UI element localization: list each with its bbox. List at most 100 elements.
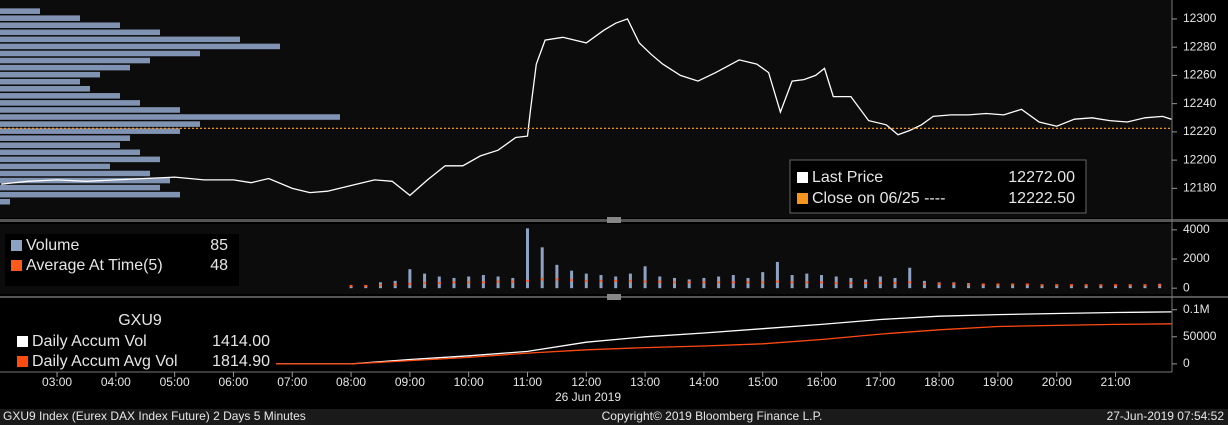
volume-bar <box>643 266 647 289</box>
average-dot <box>967 283 971 286</box>
legend-label: Average At Time(5) <box>26 257 163 274</box>
y-tick-label: 0 <box>1183 280 1190 294</box>
average-dot <box>1128 284 1132 287</box>
average-dot <box>614 279 618 282</box>
legend-value: 1414.00 <box>212 333 270 350</box>
average-dot <box>761 281 765 284</box>
volume-bar <box>614 276 618 289</box>
volume-profile-bar <box>0 149 140 156</box>
legend-label: Close on 06/25 ---- <box>812 190 945 207</box>
average-dot <box>496 280 500 283</box>
average-dot <box>643 280 647 283</box>
volume-profile-bar <box>0 128 180 134</box>
average-dot <box>849 282 853 285</box>
legend-value: 85 <box>210 237 228 254</box>
volume-bar <box>687 279 691 289</box>
legend-label: Daily Accum Vol <box>32 333 147 350</box>
average-dot <box>467 281 471 284</box>
y-tick-label: 12240 <box>1183 96 1217 110</box>
volume-bar <box>952 282 956 289</box>
legend-box <box>789 159 1087 214</box>
average-dot <box>1069 284 1073 287</box>
x-tick-label: 09:00 <box>395 375 425 389</box>
volume-bar <box>1011 283 1015 289</box>
x-tick-label: 08:00 <box>336 375 366 389</box>
volume-profile-bar <box>0 64 130 71</box>
average-dot <box>746 281 750 284</box>
average-dot <box>658 280 662 283</box>
volume-bar <box>511 277 515 289</box>
volume-bar <box>1040 284 1044 289</box>
volume-bar <box>1025 284 1029 289</box>
volume-bar <box>408 269 412 289</box>
splitter-handle[interactable] <box>607 217 621 223</box>
volume-profile-bar <box>0 15 80 21</box>
average-dot <box>820 281 824 284</box>
volume-bar <box>1084 285 1088 289</box>
volume-profile-bar <box>0 8 40 14</box>
y-tick-label: 12180 <box>1183 181 1217 195</box>
average-dot <box>1158 284 1162 287</box>
legend-box <box>5 234 239 286</box>
volume-bar <box>908 267 912 289</box>
average-dot <box>1084 284 1088 287</box>
volume-bar <box>1055 284 1059 289</box>
x-tick-label: 19:00 <box>983 375 1013 389</box>
average-dot <box>702 281 706 284</box>
average-dot <box>1040 284 1044 287</box>
average-dot <box>922 282 926 285</box>
volume-profile-bar <box>0 107 180 113</box>
y-tick-label: 2000 <box>1183 251 1210 265</box>
volume-bar <box>555 264 559 289</box>
y-tick-label: 50000 <box>1183 329 1217 343</box>
average-dot <box>452 281 456 284</box>
x-tick-label: 11:00 <box>513 375 542 389</box>
series-line <box>1 18 1172 197</box>
footer-right: 27-Jun-2019 07:54:52 <box>1107 409 1225 423</box>
legend-value: 48 <box>210 257 228 274</box>
volume-profile-bar <box>0 71 100 78</box>
average-dot <box>775 280 779 283</box>
volume-bar <box>525 228 529 289</box>
volume-bar <box>1128 284 1132 289</box>
average-dot <box>717 281 721 284</box>
x-tick-label: 21:00 <box>1101 375 1131 389</box>
x-tick-label: 04:00 <box>101 375 131 389</box>
panel-title: GXU9 <box>118 312 162 329</box>
volume-bar <box>805 273 809 289</box>
average-dot <box>628 279 632 282</box>
volume-profile-bar <box>0 50 200 57</box>
average-dot <box>599 279 603 282</box>
average-dot <box>525 279 529 282</box>
average-dot <box>834 282 838 285</box>
legend-label: Last Price <box>812 169 883 186</box>
volume-profile-bar <box>0 121 200 127</box>
average-dot <box>1114 284 1118 287</box>
average-dot <box>408 282 412 285</box>
x-tick-label: 13:00 <box>630 375 660 389</box>
series-line <box>0 323 1172 365</box>
legend-swatch <box>11 260 22 271</box>
average-dot <box>893 282 897 285</box>
legend-swatch <box>797 193 808 204</box>
average-dot <box>731 281 735 284</box>
legend-label: Daily Accum Avg Vol <box>32 353 178 370</box>
volume-profile-bar <box>0 43 280 50</box>
y-tick-label: 12260 <box>1183 68 1217 82</box>
splitter-handle[interactable] <box>607 294 621 300</box>
legend-value: 1814.90 <box>212 353 270 370</box>
volume-bar <box>423 273 427 289</box>
volume-bar <box>967 283 971 289</box>
date-label: 26 Jun 2019 <box>555 390 621 404</box>
average-dot <box>423 282 427 285</box>
y-tick-label: 12220 <box>1183 124 1217 138</box>
x-tick-label: 15:00 <box>748 375 778 389</box>
legend-box <box>0 301 276 371</box>
legend-label: Volume <box>26 237 79 254</box>
legend-swatch <box>11 240 22 251</box>
volume-profile-bar <box>0 29 160 36</box>
volume-bar <box>775 261 779 289</box>
average-dot <box>864 282 868 285</box>
y-tick-label: 12280 <box>1183 39 1217 53</box>
volume-bar <box>937 282 941 289</box>
